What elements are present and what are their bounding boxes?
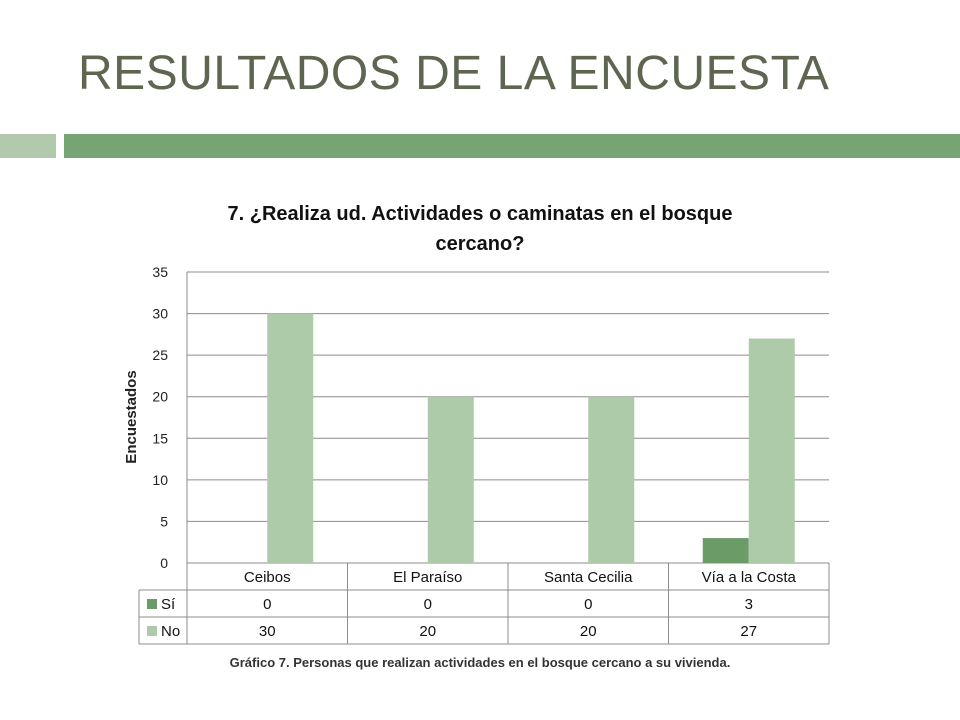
y-tick-label: 10: [152, 472, 168, 488]
legend-swatch: [147, 626, 157, 636]
accent-bar-left: [0, 134, 56, 158]
data-label: 0: [263, 596, 271, 613]
data-label: 20: [580, 623, 597, 640]
bar-no-santa-cecilia: [588, 396, 635, 563]
y-tick-label: 5: [160, 513, 168, 529]
accent-bar-right: [64, 134, 960, 158]
data-label: 0: [584, 596, 592, 613]
legend-label: Sí: [161, 596, 176, 613]
data-label: 27: [740, 623, 757, 640]
x-category-label: Vía a la Costa: [702, 569, 797, 586]
bar-no-el-para-so: [427, 396, 474, 563]
bar-no-v-a-a-la-costa: [748, 338, 795, 563]
y-tick-label: 0: [160, 555, 168, 571]
legend-label: No: [161, 623, 180, 640]
data-table: Ceibos El Paraíso Santa Cecilia Vía a la Co…: [138, 563, 830, 645]
legend-swatch: [147, 599, 157, 609]
data-label: 30: [259, 623, 276, 640]
bar-s--v-a-a-la-costa: [702, 538, 749, 563]
data-label: 0: [424, 596, 432, 613]
x-category-label: Santa Cecilia: [544, 569, 633, 586]
y-tick-label: 20: [152, 389, 168, 405]
chart-bars: [267, 313, 795, 563]
data-label: 20: [419, 623, 436, 640]
chart-title-line: cercano?: [436, 233, 525, 255]
slide-title: RESULTADOS DE LA ENCUESTA: [78, 47, 830, 100]
y-tick-label: 35: [152, 264, 168, 280]
chart-title: 7. ¿Realiza ud. Actividades o caminatas …: [228, 203, 733, 255]
y-axis-label: Encuestados: [123, 370, 140, 463]
y-tick-label: 25: [152, 347, 168, 363]
chart-title-line: 7. ¿Realiza ud. Actividades o caminatas …: [228, 203, 733, 225]
bar-no-ceibos: [267, 313, 314, 563]
x-category-label: Ceibos: [244, 569, 291, 586]
y-tick-label: 15: [152, 430, 168, 446]
data-label: 3: [745, 596, 753, 613]
y-axis-ticks: 0 5 10 15 20 25 30 35: [152, 264, 168, 571]
figure-caption: Gráfico 7. Personas que realizan activid…: [229, 655, 731, 670]
y-tick-label: 30: [152, 306, 168, 322]
x-category-label: El Paraíso: [393, 569, 462, 586]
